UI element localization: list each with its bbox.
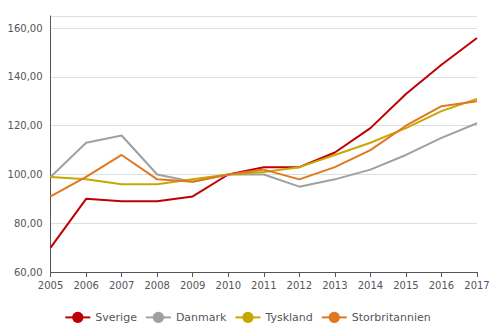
svg-text:140,00: 140,00 bbox=[8, 71, 43, 82]
svg-text:2017: 2017 bbox=[464, 280, 489, 291]
svg-text:2010: 2010 bbox=[216, 280, 241, 291]
svg-text:2005: 2005 bbox=[38, 280, 63, 291]
svg-text:2013: 2013 bbox=[322, 280, 347, 291]
svg-text:2007: 2007 bbox=[109, 280, 134, 291]
svg-text:120,00: 120,00 bbox=[8, 120, 43, 131]
svg-text:2008: 2008 bbox=[144, 280, 169, 291]
svg-text:2012: 2012 bbox=[287, 280, 312, 291]
svg-text:2006: 2006 bbox=[73, 280, 98, 291]
svg-text:2009: 2009 bbox=[180, 280, 205, 291]
svg-text:60,00: 60,00 bbox=[14, 267, 43, 278]
svg-text:Storbritannien: Storbritannien bbox=[352, 311, 431, 324]
svg-text:Tyskland: Tyskland bbox=[264, 311, 312, 324]
svg-text:160,00: 160,00 bbox=[8, 23, 43, 34]
svg-text:2014: 2014 bbox=[358, 280, 383, 291]
svg-text:Sverige: Sverige bbox=[95, 311, 137, 324]
svg-text:80,00: 80,00 bbox=[14, 218, 43, 229]
svg-text:2011: 2011 bbox=[251, 280, 276, 291]
svg-text:2015: 2015 bbox=[393, 280, 418, 291]
svg-text:100,00: 100,00 bbox=[8, 169, 43, 180]
svg-text:Danmark: Danmark bbox=[176, 311, 227, 324]
svg-text:2016: 2016 bbox=[429, 280, 454, 291]
